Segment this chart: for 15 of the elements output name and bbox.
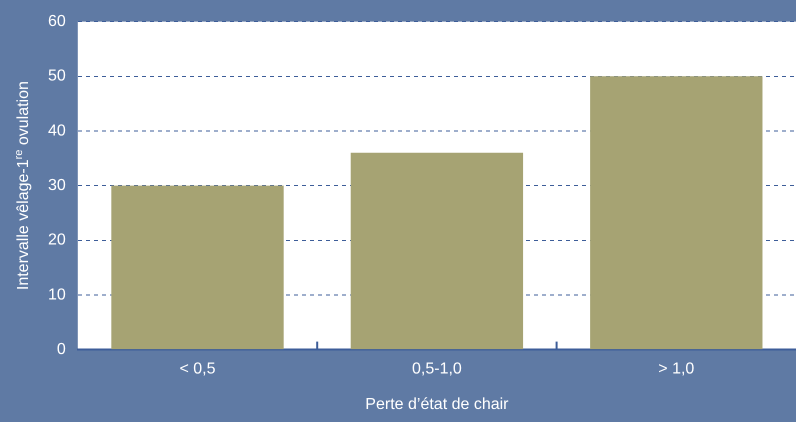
y-tick-label: 0 [56,341,66,358]
y-tick-label: 60 [48,13,66,30]
x-tick-label: < 0,5 [179,360,216,378]
x-tick-label: 0,5-1,0 [412,360,462,378]
y-tick-label: 30 [48,177,66,194]
x-axis-title: Perte d’état de chair [365,396,510,413]
y-tick-label: 50 [48,68,66,85]
bar [111,186,284,350]
y-tick-label: 10 [48,286,66,304]
x-tick-label: > 1,0 [658,360,694,378]
y-tick-label: 20 [48,232,66,249]
bar [350,152,524,350]
y-tick-label: 40 [48,122,66,140]
y-axis-title: Intervalle vêlage-1re ovulation [13,81,32,290]
bar [590,76,762,350]
